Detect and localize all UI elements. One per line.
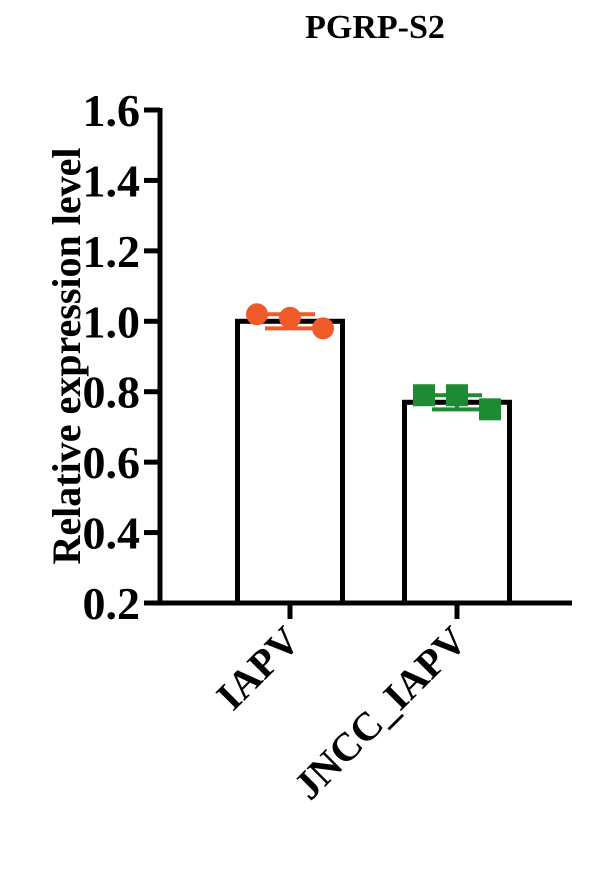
y-tick-label: 1.4 — [83, 155, 141, 206]
bar — [235, 318, 345, 606]
data-point — [279, 306, 301, 329]
y-tick-label: 1.6 — [83, 85, 141, 136]
data-point — [413, 384, 435, 407]
data-point — [312, 317, 334, 340]
data-point — [246, 303, 268, 326]
y-tick-label: 1.0 — [83, 296, 141, 347]
y-tick-label: 0.6 — [83, 437, 141, 488]
data-point — [446, 384, 468, 407]
bar — [402, 399, 512, 606]
y-tick-label: 0.4 — [83, 508, 141, 559]
x-tick-label: IAPV — [207, 617, 308, 718]
x-tick-label: JNCC_IAPV — [285, 617, 476, 808]
y-tick-label: 1.2 — [83, 226, 141, 277]
chart-title: PGRP-S2 — [305, 9, 445, 46]
y-tick-label: 0.2 — [83, 578, 141, 629]
y-tick-label: 0.8 — [83, 367, 141, 418]
y-axis-label: Relative expression level — [44, 148, 89, 565]
data-point — [479, 398, 501, 421]
